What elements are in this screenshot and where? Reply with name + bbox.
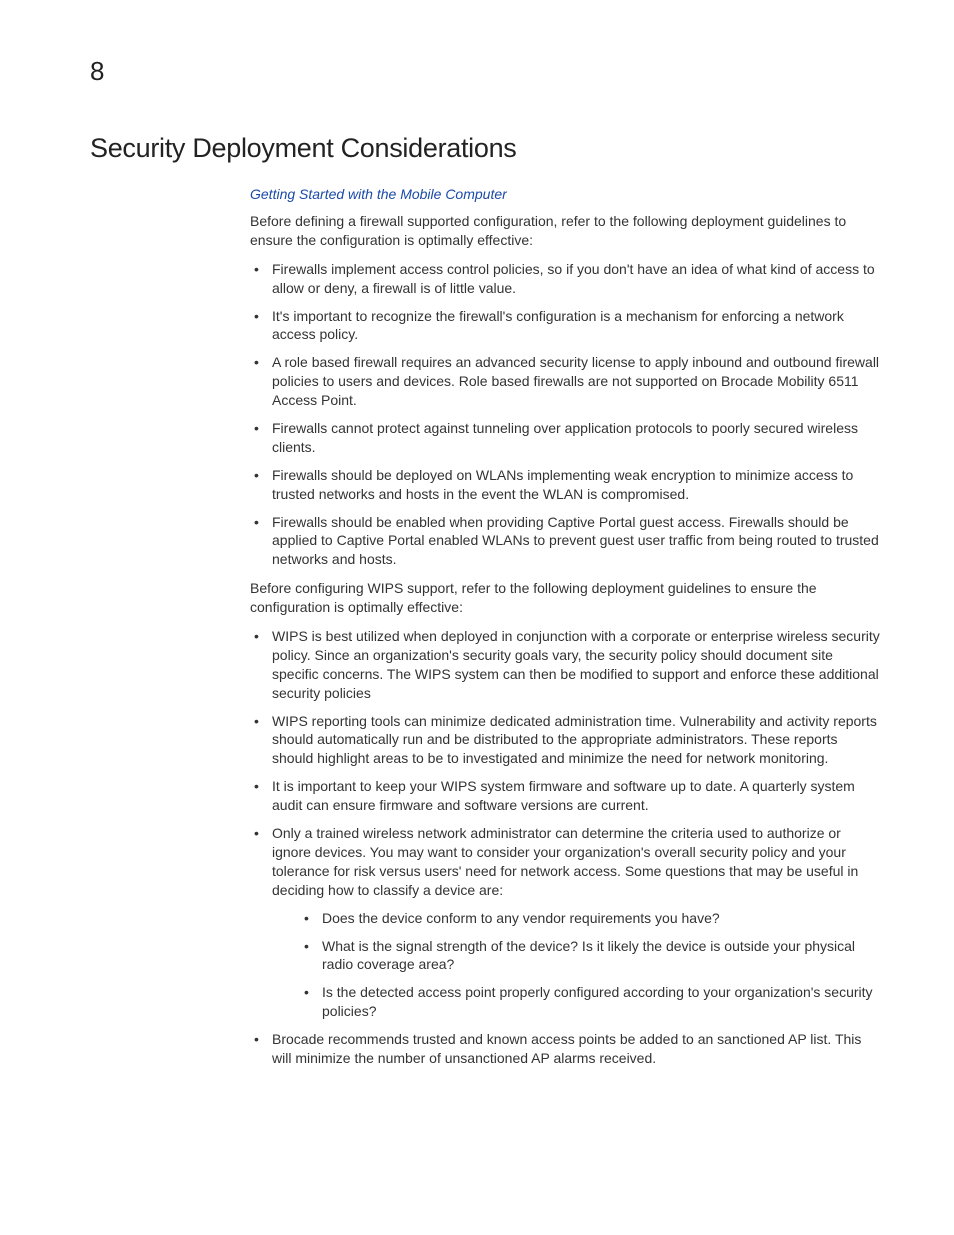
sub-bullet-list: Does the device conform to any vendor re…	[300, 909, 882, 1021]
cross-reference-link[interactable]: Getting Started with the Mobile Computer	[250, 186, 882, 202]
list-item: It is important to keep your WIPS system…	[250, 777, 882, 815]
list-item: It's important to recognize the firewall…	[250, 307, 882, 345]
page-title: Security Deployment Considerations	[90, 133, 882, 164]
body-content: Getting Started with the Mobile Computer…	[250, 186, 882, 1068]
list-item: Firewalls should be deployed on WLANs im…	[250, 466, 882, 504]
list-item: WIPS is best utilized when deployed in c…	[250, 627, 882, 703]
list-item: What is the signal strength of the devic…	[300, 937, 882, 975]
list-item: A role based firewall requires an advanc…	[250, 353, 882, 410]
list-item-text: Only a trained wireless network administ…	[272, 825, 858, 898]
chapter-number: 8	[90, 56, 882, 87]
document-page: 8 Security Deployment Considerations Get…	[0, 0, 954, 1138]
list-item: Does the device conform to any vendor re…	[300, 909, 882, 928]
list-item: Firewalls should be enabled when providi…	[250, 513, 882, 570]
list-item: Brocade recommends trusted and known acc…	[250, 1030, 882, 1068]
firewall-bullet-list: Firewalls implement access control polic…	[250, 260, 882, 569]
list-item: Only a trained wireless network administ…	[250, 824, 882, 1021]
list-item: Firewalls implement access control polic…	[250, 260, 882, 298]
wips-bullet-list: WIPS is best utilized when deployed in c…	[250, 627, 882, 1068]
list-item: Firewalls cannot protect against tunneli…	[250, 419, 882, 457]
intro-paragraph-wips: Before configuring WIPS support, refer t…	[250, 579, 882, 617]
list-item: Is the detected access point properly co…	[300, 983, 882, 1021]
intro-paragraph-firewall: Before defining a firewall supported con…	[250, 212, 882, 250]
list-item: WIPS reporting tools can minimize dedica…	[250, 712, 882, 769]
